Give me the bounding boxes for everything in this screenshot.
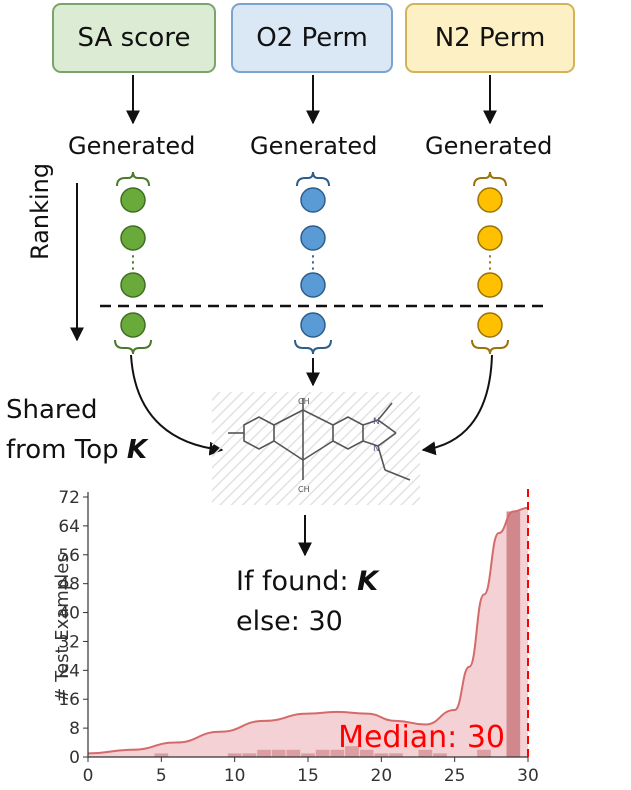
result-rule: If found: K else: 30 xyxy=(236,562,378,642)
candidate-circle-o2-1 xyxy=(300,187,326,213)
histogram-bar-13 xyxy=(418,749,433,757)
histogram-bar-11 xyxy=(374,753,389,757)
ellipsis-o2: ⋮ xyxy=(304,252,322,273)
y-tick-label-32: 32 xyxy=(58,632,80,652)
ellipsis-sa: ⋮ xyxy=(124,252,142,273)
x-tick-label-15: 15 xyxy=(297,766,319,786)
kde-line xyxy=(87,506,529,755)
candidate-circle-sa-3 xyxy=(120,272,146,298)
y-tick-label-72: 72 xyxy=(58,488,80,508)
x-tick-label-5: 5 xyxy=(156,766,167,786)
y-tick-label-16: 16 xyxy=(58,690,80,710)
y-tick-label-8: 8 xyxy=(69,719,80,739)
candidate-circle-o2-2 xyxy=(300,225,326,251)
brace-bottom-o2 xyxy=(294,339,332,355)
histogram-bar-12 xyxy=(389,753,403,757)
shared-k: K xyxy=(126,435,148,465)
candidate-circle-sa-4 xyxy=(120,312,146,338)
y-tick-label-0: 0 xyxy=(69,748,80,768)
brace-top-o2 xyxy=(296,171,330,187)
brace-top-n2 xyxy=(473,171,507,187)
candidate-circle-n2-4 xyxy=(477,312,503,338)
candidate-circle-o2-4 xyxy=(300,312,326,338)
arrow-n2-to-molecule xyxy=(421,354,493,456)
n2-perm-label: N2 Perm xyxy=(434,23,546,53)
result-line2: else: 30 xyxy=(236,606,343,637)
generated-label-sa: Generated xyxy=(68,132,196,160)
histogram-bar-4 xyxy=(271,749,286,757)
candidate-circle-n2-3 xyxy=(477,272,503,298)
x-tick-label-0: 0 xyxy=(83,766,94,786)
svg-text:N: N xyxy=(373,417,380,427)
brace-bottom-sa xyxy=(114,339,152,355)
y-tick-label-40: 40 xyxy=(58,604,80,624)
shared-line1: Shared xyxy=(6,395,98,425)
svg-text:CH: CH xyxy=(298,397,310,406)
histogram-bar-6 xyxy=(301,753,315,757)
y-tick-label-48: 48 xyxy=(58,575,80,595)
o2-perm-box: O2 Perm xyxy=(231,3,393,73)
molecule-structure-image: CH CH N N xyxy=(212,392,420,505)
candidate-circle-n2-2 xyxy=(477,225,503,251)
result-k: K xyxy=(357,566,379,597)
histogram-bar-0 xyxy=(154,753,169,757)
svg-text:N: N xyxy=(373,444,380,454)
brace-bottom-n2 xyxy=(471,339,509,355)
x-tick-label-10: 10 xyxy=(224,766,246,786)
generated-label-n2: Generated xyxy=(425,132,553,160)
histogram-chart: # Test Examples 0 5 10 15 20 25 30 0 8 16 24 32 40 48… xyxy=(52,488,539,786)
result-line1-prefix: If found: xyxy=(236,566,349,597)
sa-score-box: SA score xyxy=(52,3,216,73)
y-tick-label-24: 24 xyxy=(58,661,80,681)
histogram-bar-16 xyxy=(506,511,521,757)
o2-perm-label: O2 Perm xyxy=(256,23,368,53)
candidate-circle-n2-1 xyxy=(477,187,503,213)
histogram-bar-1 xyxy=(227,753,242,757)
histogram-bar-9 xyxy=(345,746,359,757)
median-label: Median: 30 xyxy=(338,720,505,755)
histogram-bar-3 xyxy=(257,749,271,757)
n2-perm-box: N2 Perm xyxy=(405,3,575,73)
histogram-bar-15 xyxy=(477,749,491,757)
histogram-bar-8 xyxy=(330,749,345,757)
shared-line2: from Top K xyxy=(6,430,147,470)
sa-score-label: SA score xyxy=(77,23,191,53)
kde-area xyxy=(88,507,528,757)
svg-text:CH: CH xyxy=(298,485,310,494)
histogram-bar-2 xyxy=(242,753,257,757)
candidate-circle-sa-2 xyxy=(120,225,146,251)
candidate-circle-o2-3 xyxy=(300,272,326,298)
histogram-bar-14 xyxy=(433,753,447,757)
result-line1: If found: K xyxy=(236,562,378,602)
shared-from-top-k: Shared from Top K xyxy=(6,390,147,470)
arrow-sa-to-molecule xyxy=(130,354,224,456)
ellipsis-n2: ⋮ xyxy=(481,252,499,273)
histogram-bar-10 xyxy=(359,749,374,757)
y-tick-label-56: 56 xyxy=(58,546,80,566)
generated-label-o2: Generated xyxy=(250,132,378,160)
x-tick-label-30: 30 xyxy=(517,766,539,786)
candidate-circle-sa-1 xyxy=(120,187,146,213)
x-tick-label-20: 20 xyxy=(371,766,393,786)
x-tick-label-25: 25 xyxy=(444,766,466,786)
histogram-bar-5 xyxy=(286,749,301,757)
shared-line2-prefix: from Top xyxy=(6,435,119,465)
chart-ylabel: # Test Examples xyxy=(52,553,73,702)
y-tick-label-64: 64 xyxy=(58,517,80,537)
brace-top-sa xyxy=(116,171,150,187)
histogram-bar-7 xyxy=(315,749,330,757)
